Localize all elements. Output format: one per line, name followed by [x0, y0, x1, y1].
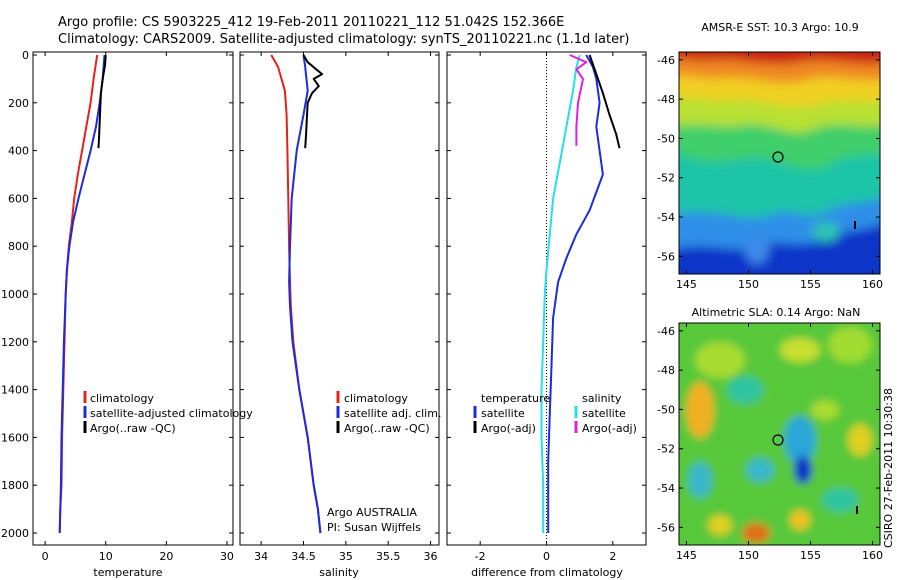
- difference-legend: temperature salinity satellite Argo(-adj…: [473, 392, 637, 435]
- sla-map-ticks: -46 -48 -50 -52 -54 -56 145 150 155 160: [657, 323, 883, 562]
- series-line-1: [288, 54, 322, 534]
- sla-map-frame: [678, 322, 881, 546]
- y-tick-label: 0: [22, 49, 29, 62]
- sla-map-title: Altimetric SLA: 0.14 Argo: NaN: [692, 306, 861, 319]
- y-tick-label: 800: [8, 240, 29, 253]
- temperature-xlabel: temperature: [93, 566, 162, 579]
- legend-temperature-heading: temperature: [481, 392, 550, 405]
- legend-sal-satellite: satellite: [582, 407, 626, 420]
- x-tick-label: 10: [99, 550, 113, 563]
- x-tick-label: 34.5: [291, 550, 316, 563]
- map-x-tick-label: 155: [800, 278, 821, 291]
- argo-program-label: Argo AUSTRALIA: [327, 506, 417, 519]
- legend-sal-argo: Argo(-adj): [582, 422, 637, 435]
- salinity-xlabel: salinity: [319, 566, 359, 579]
- temperature-panel: 0 10 20 30 0 200 400 600 800 1000 1200 1400 1600 1800…: [1, 49, 253, 579]
- map-y-tick-label: -50: [657, 403, 675, 416]
- salinity-series: [270, 54, 324, 534]
- y-tick-label: 1600: [1, 431, 29, 444]
- y-tick-label: 200: [8, 97, 29, 110]
- map-y-tick-label: -52: [657, 172, 675, 185]
- y-tick-label: 600: [8, 192, 29, 205]
- temperature-ticks: 0 10 20 30 0 200 400 600 800 1000 1200 1400 1600 1800…: [1, 49, 234, 563]
- sst-map-ticks: -46 -48 -50 -52 -54 -56 145 150 155 160: [657, 52, 883, 291]
- sla-map-image: [679, 323, 880, 545]
- series-line-3: [569, 54, 588, 146]
- legend-argo: Argo(..raw -QC): [344, 422, 430, 435]
- series-line-0: [270, 54, 322, 534]
- figure-subtitle: Climatology: CARS2009. Satellite-adjuste…: [58, 32, 630, 47]
- argo-pi-label: PI: Susan Wijffels: [327, 521, 421, 534]
- map-y-tick-label: -56: [657, 250, 675, 263]
- x-tick-label: 34: [254, 550, 268, 563]
- series-line-0: [547, 54, 604, 533]
- map-y-tick-label: -46: [657, 54, 675, 67]
- x-tick-label: 30: [220, 550, 234, 563]
- temperature-series: [58, 54, 107, 534]
- map-x-tick-label: 145: [676, 549, 697, 562]
- y-tick-label: 1400: [1, 384, 29, 397]
- map-y-tick-label: -50: [657, 132, 675, 145]
- temperature-legend: climatology satellite-adjusted climatolo…: [83, 391, 253, 435]
- x-tick-label: -2: [475, 550, 486, 563]
- map-x-tick-label: 150: [738, 278, 759, 291]
- series-line-2: [540, 54, 581, 533]
- sst-map-panel: AMSR-E SST: 10.3 Argo: 10.9 -46 -48 -50 -52…: [657, 21, 883, 291]
- difference-xlabel: difference from climatology: [471, 566, 623, 579]
- series-line-1: [588, 54, 621, 149]
- argo-location-marker: [772, 151, 784, 163]
- sst-map-frame: [678, 51, 881, 275]
- argo-location-marker: [772, 434, 784, 446]
- legend-satellite: satellite-adjusted climatology: [90, 407, 253, 420]
- map-y-tick-label: -56: [657, 521, 675, 534]
- map-y-tick-label: -54: [657, 211, 675, 224]
- map-x-tick-label: 155: [800, 549, 821, 562]
- difference-ticks: -2 0 2: [447, 52, 646, 563]
- x-tick-label: 0: [42, 550, 49, 563]
- series-line-2: [97, 54, 107, 149]
- figure-title: Argo profile: CS 5903225_412 19-Feb-2011…: [58, 15, 564, 30]
- x-tick-label: 35.5: [376, 550, 401, 563]
- series-line-1: [58, 54, 106, 534]
- map-y-tick-label: -52: [657, 443, 675, 456]
- series-line-2: [302, 54, 324, 149]
- salinity-panel: 34 34.5 35 35.5 36 salinity climatology sate…: [239, 51, 441, 579]
- map-y-tick-label: -48: [657, 93, 675, 106]
- difference-panel: -2 0 2 difference from climatology tempera…: [446, 51, 647, 579]
- salinity-legend: climatology satellite adj. clim. Argo(..…: [336, 391, 441, 435]
- timestamp-label: CSIRO 27-Feb-2011 10:30:38: [882, 388, 895, 548]
- x-tick-label: 36: [424, 550, 438, 563]
- map-x-tick-label: 145: [676, 278, 697, 291]
- map-x-tick-label: 160: [862, 278, 883, 291]
- legend-temp-argo: Argo(-adj): [481, 422, 536, 435]
- y-tick-label: 1000: [1, 288, 29, 301]
- y-tick-label: 1800: [1, 479, 29, 492]
- map-y-tick-label: -54: [657, 482, 675, 495]
- legend-temp-satellite: satellite: [481, 407, 525, 420]
- legend-climatology: climatology: [344, 392, 408, 405]
- x-tick-label: 20: [159, 550, 173, 563]
- y-tick-label: 400: [8, 145, 29, 158]
- legend-argo: Argo(..raw -QC): [90, 422, 176, 435]
- sla-map-panel: Altimetric SLA: 0.14 Argo: NaN: [657, 306, 883, 562]
- x-tick-label: 2: [609, 550, 616, 563]
- map-y-tick-label: -48: [657, 364, 675, 377]
- x-tick-label: 0: [543, 550, 550, 563]
- sst-map-title: AMSR-E SST: 10.3 Argo: 10.9: [701, 21, 859, 34]
- sst-map-image: [679, 52, 880, 274]
- salinity-ticks: 34 34.5 35 35.5 36: [240, 52, 439, 563]
- x-tick-label: 35: [339, 550, 353, 563]
- map-x-tick-label: 160: [862, 549, 883, 562]
- map-y-tick-label: -46: [657, 325, 675, 338]
- legend-salinity-heading: salinity: [582, 392, 622, 405]
- legend-climatology: climatology: [90, 392, 154, 405]
- salinity-axes-frame: [239, 51, 440, 546]
- map-x-tick-label: 150: [738, 549, 759, 562]
- y-tick-label: 2000: [1, 527, 29, 540]
- difference-series: [540, 52, 621, 545]
- temperature-axes-frame: [32, 51, 234, 546]
- legend-satellite: satellite adj. clim.: [344, 407, 441, 420]
- y-tick-label: 1200: [1, 336, 29, 349]
